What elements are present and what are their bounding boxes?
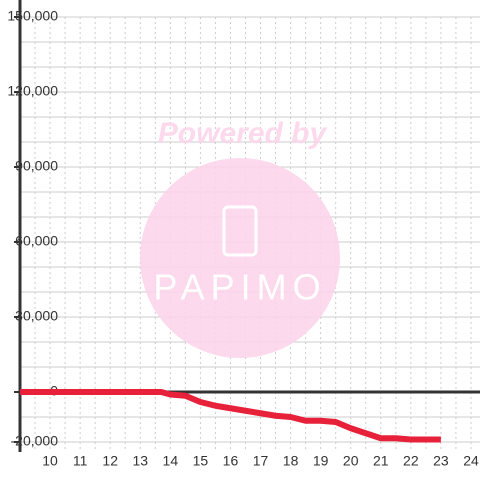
x-tick-label: 20 bbox=[343, 453, 359, 469]
watermark-circle bbox=[140, 158, 340, 358]
y-tick-label: 120,000 bbox=[7, 83, 58, 99]
x-tick-label: 17 bbox=[253, 453, 269, 469]
x-tick-label: 23 bbox=[433, 453, 449, 469]
watermark-text: Powered by bbox=[158, 117, 328, 150]
y-tick-label: 30,000 bbox=[15, 308, 58, 324]
x-tick-label: 24 bbox=[463, 453, 479, 469]
x-tick-label: 16 bbox=[223, 453, 239, 469]
x-tick-label: 12 bbox=[102, 453, 118, 469]
x-tick-label: 18 bbox=[283, 453, 299, 469]
y-tick-label: 150,000 bbox=[7, 8, 58, 24]
x-tick-label: 22 bbox=[403, 453, 419, 469]
watermark: Powered by PAPIMO bbox=[140, 117, 340, 358]
x-tick-label: 10 bbox=[42, 453, 58, 469]
x-tick-label: 13 bbox=[132, 453, 148, 469]
watermark-icon bbox=[222, 205, 258, 257]
series-line bbox=[20, 389, 441, 443]
y-tick-label: -20,000 bbox=[11, 433, 59, 449]
y-tick-label: 60,000 bbox=[15, 233, 58, 249]
x-tick-label: 15 bbox=[193, 453, 209, 469]
y-tick-label: 90,000 bbox=[15, 158, 58, 174]
x-tick-label: 14 bbox=[163, 453, 179, 469]
x-tick-label: 11 bbox=[73, 453, 88, 469]
x-tick-label: 21 bbox=[373, 453, 389, 469]
x-tick-label: 19 bbox=[313, 453, 329, 469]
watermark-logo: PAPIMO bbox=[153, 267, 326, 308]
